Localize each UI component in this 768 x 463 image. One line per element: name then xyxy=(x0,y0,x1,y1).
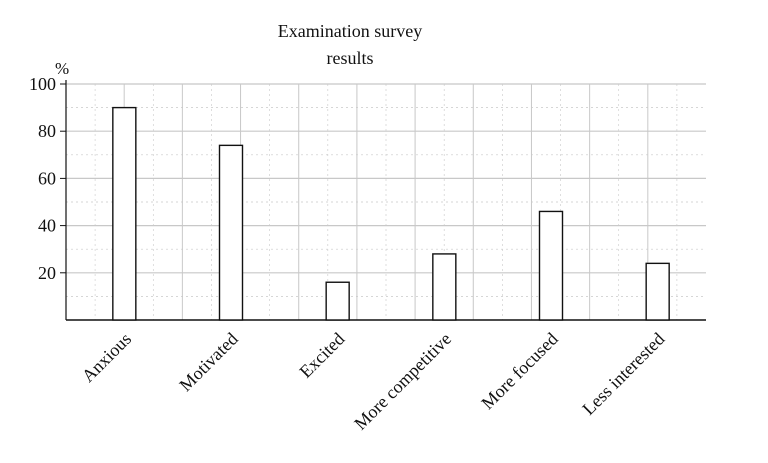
axes xyxy=(60,80,706,321)
chart-title-line-2: results xyxy=(327,48,374,68)
x-tick-label: Less interested xyxy=(578,329,668,419)
bar-less-interested xyxy=(645,262,670,321)
bar-more-focused xyxy=(538,210,564,321)
bars xyxy=(112,106,670,321)
x-tick-label: Excited xyxy=(295,329,348,382)
bar-excited xyxy=(325,281,350,321)
x-tick-label: More focused xyxy=(477,329,561,413)
x-tick-label: Anxious xyxy=(78,329,135,386)
y-axis-unit: % xyxy=(55,59,69,78)
y-tick-label: 80 xyxy=(38,121,56,141)
chart-title-line-1: Examination survey xyxy=(278,21,422,41)
x-tick-label: More competitive xyxy=(350,329,455,434)
bar-motivated xyxy=(218,144,244,321)
y-tick-label: 20 xyxy=(38,263,56,283)
x-tick-label: Motivated xyxy=(175,329,241,395)
bar-anxious xyxy=(112,106,137,321)
y-tick-label: 100 xyxy=(29,74,56,94)
bar-more-competitive xyxy=(432,253,457,321)
y-tick-label: 60 xyxy=(38,168,56,188)
grid xyxy=(66,83,706,320)
y-tick-label: 40 xyxy=(38,216,56,236)
